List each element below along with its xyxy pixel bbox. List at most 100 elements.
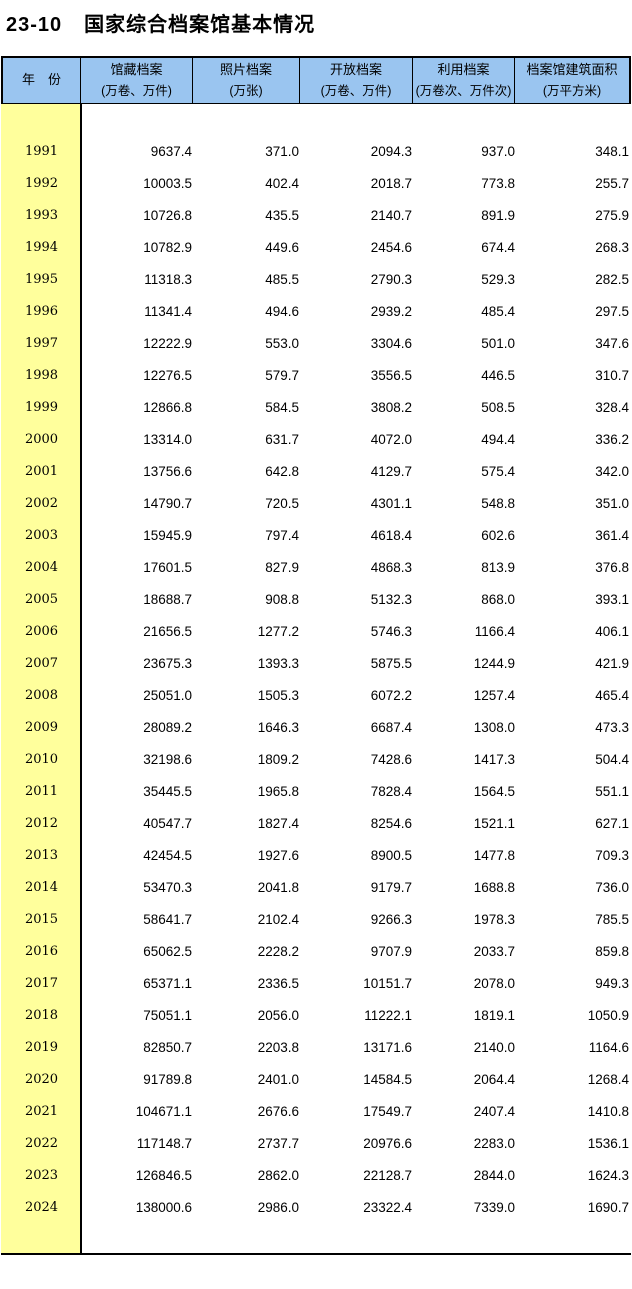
year-cell: 1998 <box>24 368 59 383</box>
column-header-photos: 照片档案 (万张) <box>193 58 300 103</box>
column-header-unit: (万平方米) <box>542 83 602 98</box>
value-cell: 342.0 <box>595 464 629 479</box>
table-row: 1993 10726.8 435.5 2140.7 891.9 275.9 <box>1 200 631 232</box>
value-cell: 376.8 <box>595 560 629 575</box>
table-row: 1999 12866.8 584.5 3808.2 508.5 328.4 <box>1 392 631 424</box>
value-cell: 2102.4 <box>257 912 299 927</box>
table-row: 1998 12276.5 579.7 3556.5 446.5 310.7 <box>1 360 631 392</box>
table-row: 2023 126846.5 2862.0 22128.7 2844.0 1624.3 <box>1 1160 631 1192</box>
table-row: 2007 23675.3 1393.3 5875.5 1244.9 421.9 <box>1 648 631 680</box>
value-cell: 10003.5 <box>143 176 192 191</box>
value-cell: 1978.3 <box>473 912 515 927</box>
value-cell: 1393.3 <box>257 656 299 671</box>
value-cell: 25051.0 <box>143 688 192 703</box>
column-header-open: 开放档案 (万卷、万件) <box>300 58 413 103</box>
table-row: 2021 104671.1 2676.6 17549.7 2407.4 1410.8 <box>1 1096 631 1128</box>
value-cell: 2064.4 <box>473 1072 515 1087</box>
value-cell: 449.6 <box>265 240 299 255</box>
value-cell: 797.4 <box>265 528 299 543</box>
value-cell: 3808.2 <box>370 400 412 415</box>
value-cell: 2336.5 <box>257 976 299 991</box>
value-cell: 1965.8 <box>257 784 299 799</box>
value-cell: 2844.0 <box>473 1168 515 1183</box>
table-header-row: 年 份 馆藏档案 (万卷、万件) 照片档案 (万张) 开放档案 (万卷、万件) … <box>1 58 631 104</box>
value-cell: 11341.4 <box>144 304 192 319</box>
year-cell: 1993 <box>24 208 59 223</box>
year-cell: 2024 <box>24 1200 59 1215</box>
table-row: 2004 17601.5 827.9 4868.3 813.9 376.8 <box>1 552 631 584</box>
year-cell: 2009 <box>24 720 59 735</box>
value-cell: 1268.4 <box>587 1072 629 1087</box>
value-cell: 494.6 <box>265 304 299 319</box>
value-cell: 2939.2 <box>370 304 412 319</box>
table-row: 2024 138000.6 2986.0 23322.4 7339.0 1690.7 <box>1 1192 631 1224</box>
year-cell: 2011 <box>24 784 59 799</box>
value-cell: 7339.0 <box>473 1200 515 1215</box>
value-cell: 3556.5 <box>370 368 412 383</box>
year-cell: 2008 <box>24 688 59 703</box>
column-header-label: 档案馆建筑面积 <box>526 62 618 78</box>
value-cell: 9637.4 <box>150 144 192 159</box>
table-row: 2000 13314.0 631.7 4072.0 494.4 336.2 <box>1 424 631 456</box>
value-cell: 709.3 <box>595 848 629 863</box>
value-cell: 255.7 <box>595 176 629 191</box>
value-cell: 297.5 <box>595 304 629 319</box>
table-number: 23-10 <box>6 14 63 36</box>
value-cell: 268.3 <box>595 240 629 255</box>
column-header-label: 照片档案 <box>219 62 272 78</box>
value-cell: 42454.5 <box>143 848 192 863</box>
value-cell: 3304.6 <box>370 336 412 351</box>
value-cell: 1505.3 <box>257 688 299 703</box>
value-cell: 13171.6 <box>363 1040 412 1055</box>
table-row: 2015 58641.7 2102.4 9266.3 1978.3 785.5 <box>1 904 631 936</box>
column-header-label: 利用档案 <box>437 62 490 78</box>
value-cell: 23675.3 <box>143 656 192 671</box>
year-cell: 2014 <box>24 880 59 895</box>
value-cell: 859.8 <box>595 944 629 959</box>
year-cell: 2004 <box>24 560 59 575</box>
value-cell: 548.8 <box>481 496 515 511</box>
value-cell: 642.8 <box>265 464 299 479</box>
value-cell: 2283.0 <box>473 1136 515 1151</box>
column-header-label: 年 份 <box>21 72 61 88</box>
value-cell: 1536.1 <box>587 1136 629 1151</box>
value-cell: 12866.8 <box>143 400 192 415</box>
value-cell: 421.9 <box>595 656 629 671</box>
value-cell: 494.4 <box>481 432 515 447</box>
value-cell: 1564.5 <box>473 784 515 799</box>
year-cell: 2005 <box>24 592 59 607</box>
value-cell: 602.6 <box>481 528 515 543</box>
value-cell: 14584.5 <box>363 1072 412 1087</box>
value-cell: 12222.9 <box>143 336 192 351</box>
value-cell: 28089.2 <box>143 720 192 735</box>
value-cell: 2407.4 <box>473 1104 515 1119</box>
value-cell: 15945.9 <box>143 528 192 543</box>
value-cell: 891.9 <box>481 208 515 223</box>
table-row: 2006 21656.5 1277.2 5746.3 1166.4 406.1 <box>1 616 631 648</box>
table-row: 1992 10003.5 402.4 2018.7 773.8 255.7 <box>1 168 631 200</box>
value-cell: 473.3 <box>595 720 629 735</box>
year-cell: 2015 <box>24 912 59 927</box>
value-cell: 351.0 <box>595 496 629 511</box>
table-row: 2008 25051.0 1505.3 6072.2 1257.4 465.4 <box>1 680 631 712</box>
value-cell: 20976.6 <box>363 1136 412 1151</box>
year-cell: 2006 <box>24 624 59 639</box>
value-cell: 13314.0 <box>143 432 192 447</box>
value-cell: 2790.3 <box>370 272 412 287</box>
value-cell: 4129.7 <box>370 464 412 479</box>
year-cell: 1991 <box>24 144 59 159</box>
column-header-label: 馆藏档案 <box>110 62 163 78</box>
value-cell: 868.0 <box>481 592 515 607</box>
value-cell: 773.8 <box>481 176 515 191</box>
table-row: 2010 32198.6 1809.2 7428.6 1417.3 504.4 <box>1 744 631 776</box>
value-cell: 1417.3 <box>473 752 515 767</box>
value-cell: 406.1 <box>595 624 629 639</box>
year-cell: 2013 <box>24 848 59 863</box>
value-cell: 553.0 <box>265 336 299 351</box>
year-cell: 2019 <box>24 1040 59 1055</box>
page-title: 23-10 国家综合档案馆基本情况 <box>6 8 315 37</box>
value-cell: 2094.3 <box>370 144 412 159</box>
value-cell: 435.5 <box>265 208 299 223</box>
value-cell: 2041.8 <box>257 880 299 895</box>
